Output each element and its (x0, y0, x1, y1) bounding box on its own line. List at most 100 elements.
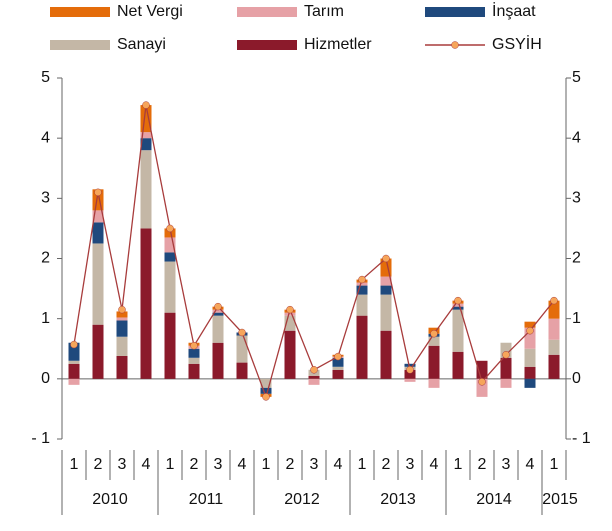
bar-segment (284, 330, 296, 379)
bar-segment (68, 363, 80, 379)
gdp-marker (286, 305, 294, 314)
year-label: 2010 (92, 491, 128, 508)
bar-segment (404, 363, 416, 367)
x-tick-label: 3 (214, 456, 223, 473)
y-tick-label: 3 (41, 190, 50, 207)
bar-segment (140, 228, 152, 379)
x-tick-label: 1 (454, 456, 463, 473)
legend-label: Hizmetler (304, 36, 372, 53)
bar-segment (92, 243, 104, 325)
y-tick-label: 1 (41, 310, 50, 327)
y-tick-label: 4 (41, 129, 50, 146)
gdp-marker (478, 378, 486, 386)
legend-marker (451, 41, 459, 49)
bar-segment (116, 355, 128, 379)
y2-tick-label: 3 (572, 190, 581, 207)
x-tick-label: 4 (238, 456, 247, 473)
bar-segment (380, 258, 392, 277)
bar-segment (332, 357, 344, 367)
gdp-marker (142, 101, 150, 109)
bar-segment (188, 348, 200, 358)
x-tick-label: 3 (406, 456, 415, 473)
legend-label: GSYİH (492, 34, 542, 53)
bar-segment (452, 351, 464, 379)
x-tick-label: 1 (70, 456, 79, 473)
bar-segment (380, 285, 392, 295)
bar-segment (116, 311, 128, 318)
year-label: 2014 (476, 491, 512, 508)
bar-segment (164, 237, 176, 253)
x-tick-label: 4 (430, 456, 439, 473)
bar-segment (548, 354, 560, 379)
y2-tick-label: 4 (572, 129, 581, 146)
bar-segment (332, 366, 344, 370)
gdp-marker (166, 224, 174, 233)
legend-label: Tarım (304, 3, 344, 20)
bar-segment (212, 312, 224, 316)
x-tick-label: 2 (190, 456, 199, 473)
gdp-marker (358, 275, 366, 284)
year-label: 2013 (380, 491, 416, 508)
bar-segment (524, 366, 536, 379)
bar-segment (284, 312, 296, 316)
y-tick-label: - 1 (31, 430, 50, 447)
bar-segment (428, 378, 440, 388)
bar-segment (212, 315, 224, 343)
x-tick-label: 1 (262, 456, 271, 473)
year-label: 2011 (189, 491, 224, 508)
bar-segment (260, 378, 272, 388)
x-tick-label: 2 (382, 456, 391, 473)
gdp-marker (454, 296, 462, 305)
bar-segment (284, 315, 296, 331)
bar-segment (212, 309, 224, 313)
x-tick-label: 4 (334, 456, 343, 473)
legend-swatch (237, 40, 297, 50)
bar-segment (380, 330, 392, 379)
x-tick-label: 4 (142, 456, 151, 473)
bar-segment (356, 294, 368, 316)
legend-swatch (425, 7, 485, 17)
x-tick-label: 2 (286, 456, 295, 473)
gdp-marker (262, 393, 270, 401)
bar-segment (404, 369, 416, 379)
bar-segment (332, 369, 344, 379)
legend-swatch (50, 7, 110, 17)
bar-segment (428, 345, 440, 379)
legend-swatch (50, 40, 110, 50)
bar-segment (92, 324, 104, 379)
bar-segment (356, 285, 368, 295)
gdp-marker (118, 305, 126, 314)
bar-segment (308, 378, 320, 385)
bar-segment (140, 138, 152, 151)
bar-segment (356, 315, 368, 379)
bar-segment (68, 360, 80, 364)
y2-tick-label: - 1 (572, 430, 591, 447)
x-tick-label: 4 (526, 456, 535, 473)
gdp-marker (334, 352, 342, 361)
bar-segment (548, 318, 560, 340)
bar-segment (548, 339, 560, 355)
bar-segment (500, 342, 512, 358)
bar-segment (140, 105, 152, 133)
y2-tick-label: 2 (572, 250, 581, 267)
gdp-marker (214, 302, 222, 311)
gdp-marker (406, 366, 414, 374)
bar-segment (524, 348, 536, 367)
bar-segment (236, 362, 248, 379)
bar-segment (524, 321, 536, 328)
bar-segment (164, 261, 176, 313)
bar-segment (92, 189, 104, 211)
bar-segment (164, 312, 176, 379)
bar-segment (116, 336, 128, 356)
x-tick-label: 3 (502, 456, 511, 473)
bar-segment (260, 387, 272, 394)
bar-segment (308, 375, 320, 379)
bar-segment (92, 210, 104, 223)
gdp-marker (430, 329, 438, 338)
bar-segment (188, 357, 200, 364)
x-tick-label: 2 (478, 456, 487, 473)
bar-segment (452, 303, 464, 307)
x-tick-label: 1 (550, 456, 559, 473)
bar-segment (476, 360, 488, 379)
